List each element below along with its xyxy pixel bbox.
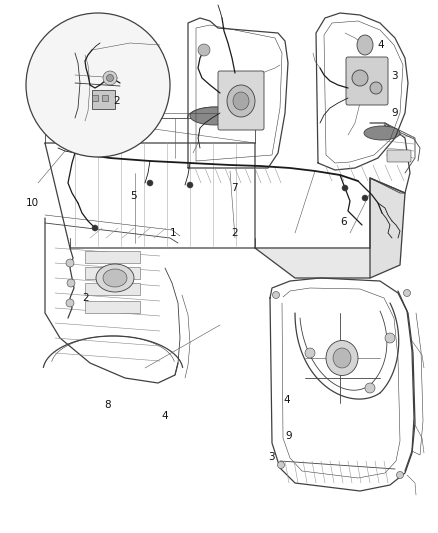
Circle shape bbox=[103, 71, 117, 85]
Circle shape bbox=[365, 383, 375, 393]
Text: 1: 1 bbox=[170, 229, 177, 238]
Ellipse shape bbox=[326, 341, 358, 376]
Text: 4: 4 bbox=[161, 411, 168, 421]
Text: 8: 8 bbox=[104, 400, 111, 410]
Circle shape bbox=[66, 299, 74, 307]
Text: 9: 9 bbox=[285, 431, 292, 441]
FancyBboxPatch shape bbox=[346, 57, 388, 105]
Text: 4: 4 bbox=[283, 395, 290, 405]
Ellipse shape bbox=[233, 92, 249, 110]
Circle shape bbox=[403, 289, 410, 296]
Ellipse shape bbox=[357, 35, 373, 55]
Circle shape bbox=[352, 70, 368, 86]
Text: 3: 3 bbox=[391, 71, 398, 80]
Circle shape bbox=[106, 75, 113, 82]
Text: 9: 9 bbox=[391, 108, 398, 118]
Circle shape bbox=[305, 348, 315, 358]
Circle shape bbox=[396, 472, 403, 479]
Circle shape bbox=[370, 82, 382, 94]
Text: 5: 5 bbox=[130, 191, 137, 201]
Polygon shape bbox=[255, 248, 370, 278]
Circle shape bbox=[26, 13, 170, 157]
Text: 2: 2 bbox=[82, 294, 89, 303]
Circle shape bbox=[362, 195, 368, 201]
Polygon shape bbox=[370, 178, 405, 278]
FancyBboxPatch shape bbox=[102, 95, 108, 101]
Circle shape bbox=[342, 185, 348, 191]
Circle shape bbox=[92, 225, 98, 231]
FancyBboxPatch shape bbox=[92, 90, 114, 109]
Text: 7: 7 bbox=[231, 183, 238, 192]
FancyBboxPatch shape bbox=[85, 301, 140, 313]
Text: 10: 10 bbox=[26, 198, 39, 207]
FancyBboxPatch shape bbox=[387, 150, 411, 162]
Ellipse shape bbox=[333, 348, 351, 368]
Text: 3: 3 bbox=[268, 453, 275, 462]
Circle shape bbox=[278, 462, 285, 469]
Text: 4: 4 bbox=[378, 40, 385, 50]
FancyBboxPatch shape bbox=[85, 283, 140, 295]
Circle shape bbox=[147, 180, 153, 186]
Circle shape bbox=[66, 259, 74, 267]
FancyBboxPatch shape bbox=[218, 71, 264, 130]
FancyBboxPatch shape bbox=[85, 267, 140, 279]
Text: 2: 2 bbox=[231, 229, 238, 238]
Circle shape bbox=[67, 279, 75, 287]
Circle shape bbox=[187, 182, 193, 188]
Ellipse shape bbox=[227, 85, 255, 117]
FancyBboxPatch shape bbox=[85, 251, 140, 263]
Ellipse shape bbox=[190, 107, 240, 125]
Ellipse shape bbox=[70, 107, 120, 125]
Text: 2: 2 bbox=[113, 96, 120, 106]
Text: 6: 6 bbox=[340, 217, 347, 227]
Ellipse shape bbox=[103, 269, 127, 287]
Circle shape bbox=[385, 333, 395, 343]
Ellipse shape bbox=[364, 126, 400, 140]
FancyBboxPatch shape bbox=[92, 95, 98, 101]
Ellipse shape bbox=[96, 264, 134, 292]
Circle shape bbox=[198, 44, 210, 56]
Circle shape bbox=[272, 292, 279, 298]
